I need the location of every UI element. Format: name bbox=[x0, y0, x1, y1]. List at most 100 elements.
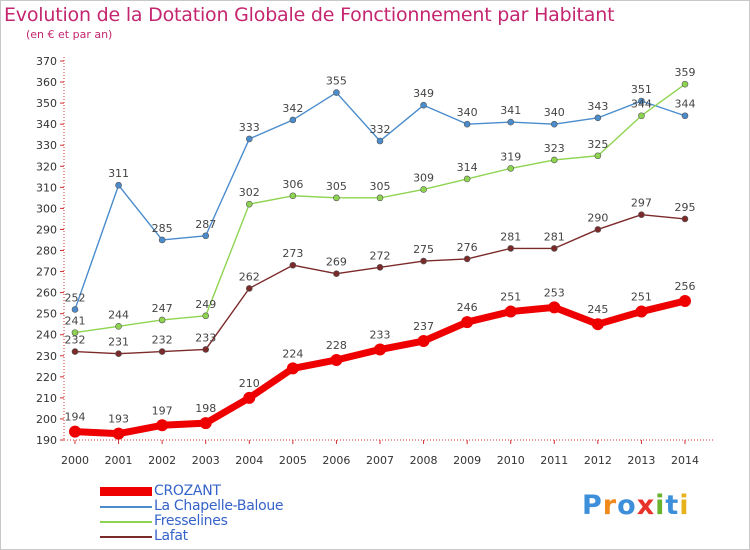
data-point-la-chapelle-baloue bbox=[376, 137, 384, 145]
data-point-la-chapelle-baloue bbox=[594, 114, 602, 122]
series-line-fresselines bbox=[74, 83, 686, 334]
data-label-fresselines: 247 bbox=[152, 302, 173, 315]
y-tick-label: 330 bbox=[36, 139, 57, 152]
data-label-lafat: 232 bbox=[152, 334, 173, 347]
data-point-la-chapelle-baloue bbox=[681, 112, 689, 120]
data-point-lafat bbox=[158, 348, 166, 355]
data-label-fresselines: 309 bbox=[413, 171, 434, 184]
data-label-lafat: 275 bbox=[413, 243, 434, 256]
x-tick-label: 2011 bbox=[540, 454, 568, 467]
data-label-fresselines: 325 bbox=[587, 138, 608, 151]
data-point-lafat bbox=[463, 255, 471, 263]
data-point-lafat bbox=[115, 350, 122, 357]
x-tick-label: 2006 bbox=[322, 454, 350, 467]
x-tick-label: 2007 bbox=[366, 454, 394, 467]
data-point-la-chapelle-baloue bbox=[420, 101, 427, 109]
data-point-crozant bbox=[199, 417, 212, 430]
x-tick-label: 2002 bbox=[148, 454, 176, 467]
data-label-la-chapelle-baloue: 252 bbox=[65, 291, 86, 304]
data-label-la-chapelle-baloue: 349 bbox=[413, 87, 434, 100]
data-label-fresselines: 249 bbox=[195, 298, 216, 311]
data-label-crozant: 245 bbox=[587, 303, 608, 316]
y-tick-label: 370 bbox=[36, 55, 57, 68]
y-tick-label: 260 bbox=[36, 287, 57, 300]
chart-series bbox=[69, 80, 691, 440]
y-tick-label: 360 bbox=[36, 76, 57, 89]
data-point-la-chapelle-baloue bbox=[463, 120, 471, 128]
y-tick-label: 350 bbox=[36, 97, 57, 110]
data-point-la-chapelle-baloue bbox=[550, 120, 558, 128]
legend-swatch bbox=[100, 536, 152, 538]
data-point-fresselines bbox=[376, 194, 384, 202]
data-label-fresselines: 305 bbox=[370, 180, 391, 193]
data-label-la-chapelle-baloue: 344 bbox=[675, 98, 696, 111]
logo-letter: o bbox=[617, 490, 637, 521]
y-tick-label: 280 bbox=[36, 245, 57, 258]
data-point-la-chapelle-baloue bbox=[289, 116, 297, 124]
data-label-crozant: 253 bbox=[544, 286, 565, 299]
data-point-la-chapelle-baloue bbox=[333, 89, 340, 96]
data-point-crozant bbox=[330, 353, 343, 366]
data-point-la-chapelle-baloue bbox=[71, 306, 79, 313]
y-tick-label: 220 bbox=[36, 371, 57, 384]
legend-swatch bbox=[100, 506, 152, 508]
data-point-fresselines bbox=[463, 175, 471, 183]
x-tick-label: 2001 bbox=[105, 454, 133, 467]
x-tick-label: 2003 bbox=[192, 454, 220, 467]
data-label-crozant: 228 bbox=[326, 339, 347, 352]
data-point-la-chapelle-baloue bbox=[202, 232, 210, 240]
logo-letter: t bbox=[665, 490, 680, 521]
data-label-fresselines: 319 bbox=[500, 150, 521, 163]
data-point-crozant bbox=[243, 391, 256, 404]
data-label-lafat: 290 bbox=[587, 211, 608, 224]
y-tick-label: 230 bbox=[36, 350, 57, 363]
x-tick-label: 2005 bbox=[279, 454, 307, 467]
logo-letter: P bbox=[582, 490, 603, 521]
data-label-la-chapelle-baloue: 311 bbox=[108, 167, 129, 180]
data-point-fresselines bbox=[71, 329, 79, 336]
y-tick-label: 320 bbox=[36, 160, 57, 173]
data-label-la-chapelle-baloue: 341 bbox=[500, 104, 521, 117]
data-point-crozant bbox=[635, 305, 648, 318]
data-point-lafat bbox=[289, 261, 297, 269]
legend-label: La Chapelle-Baloue bbox=[154, 498, 284, 514]
data-point-lafat bbox=[507, 245, 515, 252]
x-tick-label: 2009 bbox=[453, 454, 481, 467]
data-point-la-chapelle-baloue bbox=[638, 97, 645, 105]
data-label-fresselines: 244 bbox=[108, 308, 129, 321]
chart-data-labels: 252 311 285 287 333 342 355 332 349 340 341 340 343 3… bbox=[65, 66, 696, 426]
data-label-la-chapelle-baloue: 287 bbox=[195, 218, 216, 231]
data-label-lafat: 273 bbox=[282, 247, 303, 260]
data-point-lafat bbox=[245, 285, 253, 292]
x-tick-label: 2010 bbox=[497, 454, 525, 467]
x-tick-label: 2000 bbox=[61, 454, 89, 467]
data-point-la-chapelle-baloue bbox=[115, 181, 122, 189]
data-point-lafat bbox=[420, 257, 427, 265]
data-label-la-chapelle-baloue: 343 bbox=[587, 100, 608, 113]
x-tick-label: 2013 bbox=[627, 454, 655, 467]
x-tick-label: 2004 bbox=[235, 454, 263, 467]
data-label-lafat: 231 bbox=[108, 336, 129, 349]
data-point-lafat bbox=[376, 264, 384, 271]
y-tick-label: 290 bbox=[36, 223, 57, 236]
data-point-fresselines bbox=[550, 156, 558, 164]
data-label-fresselines: 359 bbox=[675, 66, 696, 79]
data-label-crozant: 210 bbox=[239, 377, 260, 390]
y-tick-label: 250 bbox=[36, 308, 57, 321]
data-label-crozant: 251 bbox=[500, 291, 521, 304]
data-point-lafat bbox=[202, 346, 210, 353]
data-label-la-chapelle-baloue: 342 bbox=[282, 102, 303, 115]
data-label-lafat: 276 bbox=[457, 241, 478, 254]
data-label-lafat: 297 bbox=[631, 197, 652, 210]
logo-letter: i bbox=[655, 490, 666, 521]
data-point-fresselines bbox=[594, 152, 602, 160]
data-label-lafat: 232 bbox=[65, 334, 86, 347]
data-point-crozant bbox=[591, 318, 604, 331]
data-label-lafat: 233 bbox=[195, 331, 216, 344]
data-label-la-chapelle-baloue: 355 bbox=[326, 75, 347, 88]
data-point-fresselines bbox=[245, 200, 253, 208]
data-label-lafat: 262 bbox=[239, 270, 260, 283]
data-label-crozant: 224 bbox=[282, 347, 303, 360]
legend-swatch bbox=[100, 521, 152, 523]
